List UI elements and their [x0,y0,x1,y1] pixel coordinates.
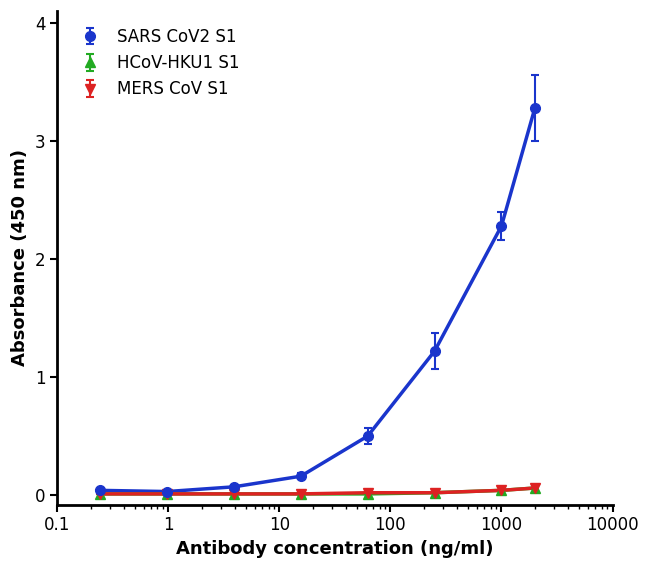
Y-axis label: Absorbance (450 nm): Absorbance (450 nm) [11,149,29,366]
X-axis label: Antibody concentration (ng/ml): Antibody concentration (ng/ml) [176,540,493,558]
Legend: SARS CoV2 S1, HCoV-HKU1 S1, MERS CoV S1: SARS CoV2 S1, HCoV-HKU1 S1, MERS CoV S1 [66,19,248,107]
